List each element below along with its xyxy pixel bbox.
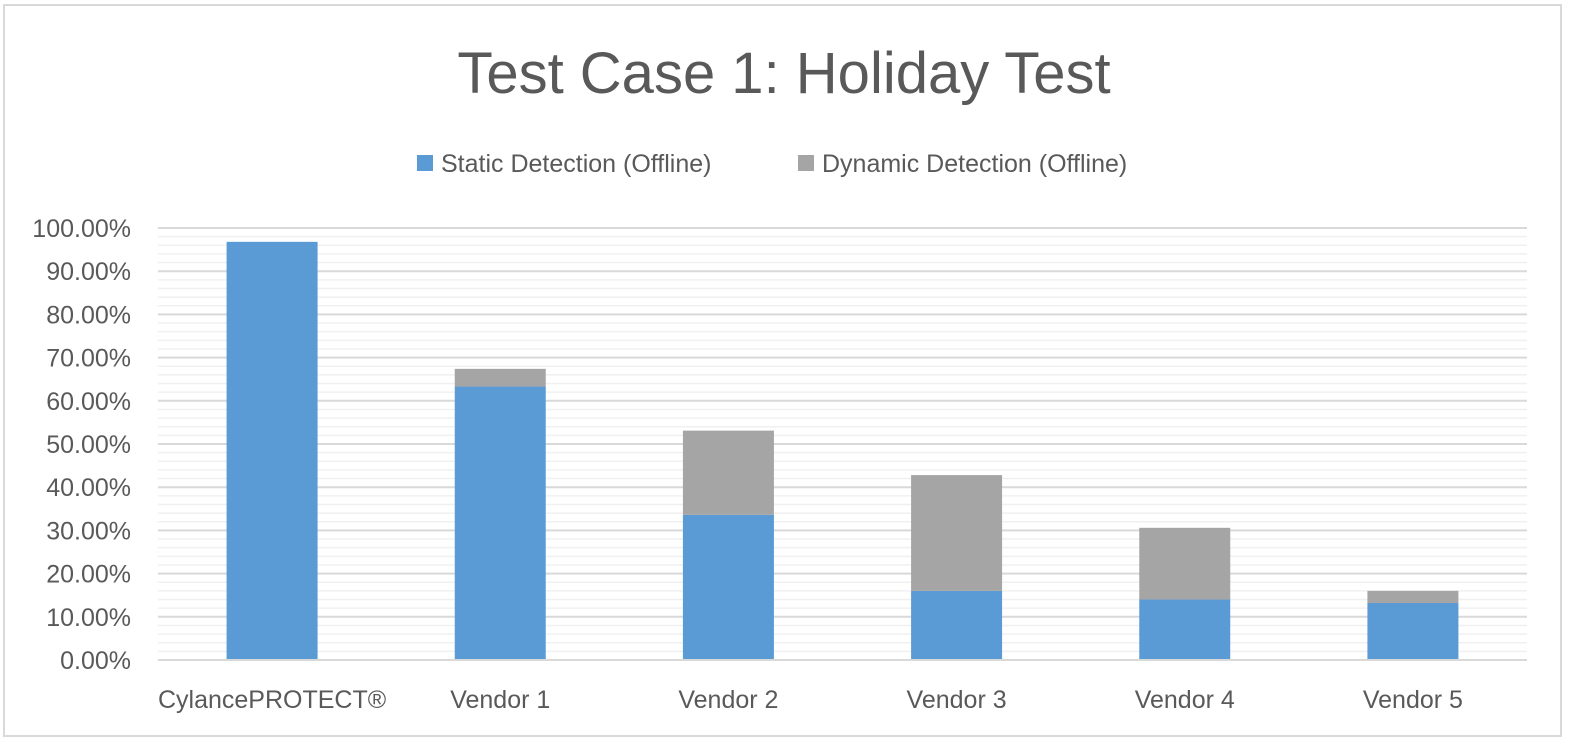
bar-dynamic-detection <box>1367 590 1459 603</box>
bar-dynamic-detection <box>1139 527 1231 600</box>
y-tick-label: 40.00% <box>46 474 131 502</box>
legend-label: Static Detection (Offline) <box>441 150 711 178</box>
bar-static-detection <box>1367 602 1459 660</box>
bar-static-detection <box>682 514 774 660</box>
legend-swatch <box>798 155 814 171</box>
y-axis: 0.00% 10.00% 20.00% 30.00% 40.00% 50.00% 60.00… <box>32 215 131 675</box>
x-tick-label: Vendor 1 <box>450 686 550 714</box>
bars <box>226 241 1459 660</box>
x-tick-label: Vendor 5 <box>1363 686 1463 714</box>
bar-dynamic-detection <box>911 475 1003 591</box>
bar-dynamic-detection <box>682 430 774 515</box>
x-tick-label: Vendor 4 <box>1135 686 1235 714</box>
gridlines <box>158 227 1527 653</box>
legend-swatch <box>417 155 433 171</box>
y-tick-label: 0.00% <box>60 647 131 675</box>
y-tick-label: 10.00% <box>46 604 131 632</box>
x-tick-label: CylancePROTECT® <box>158 686 387 714</box>
bar-dynamic-detection <box>454 368 546 387</box>
bar-static-detection <box>1139 599 1231 660</box>
chart-title: Test Case 1: Holiday Test <box>457 41 1110 106</box>
y-tick-label: 60.00% <box>46 388 131 416</box>
y-tick-label: 30.00% <box>46 517 131 545</box>
legend: Static Detection (Offline) Dynamic Detect… <box>417 150 1127 178</box>
y-tick-label: 90.00% <box>46 258 131 286</box>
x-tick-label: Vendor 2 <box>678 686 778 714</box>
y-tick-label: 70.00% <box>46 345 131 373</box>
legend-label: Dynamic Detection (Offline) <box>822 150 1127 178</box>
bar-static-detection <box>226 241 318 660</box>
y-tick-label: 50.00% <box>46 431 131 459</box>
x-axis: CylancePROTECT® Vendor 1 Vendor 2 Vendor 3 V… <box>158 659 1527 714</box>
y-tick-label: 80.00% <box>46 301 131 329</box>
x-tick-label: Vendor 3 <box>907 686 1007 714</box>
y-tick-label: 20.00% <box>46 561 131 589</box>
bar-static-detection <box>454 386 546 660</box>
bar-static-detection <box>911 590 1003 660</box>
y-tick-label: 100.00% <box>32 215 131 243</box>
